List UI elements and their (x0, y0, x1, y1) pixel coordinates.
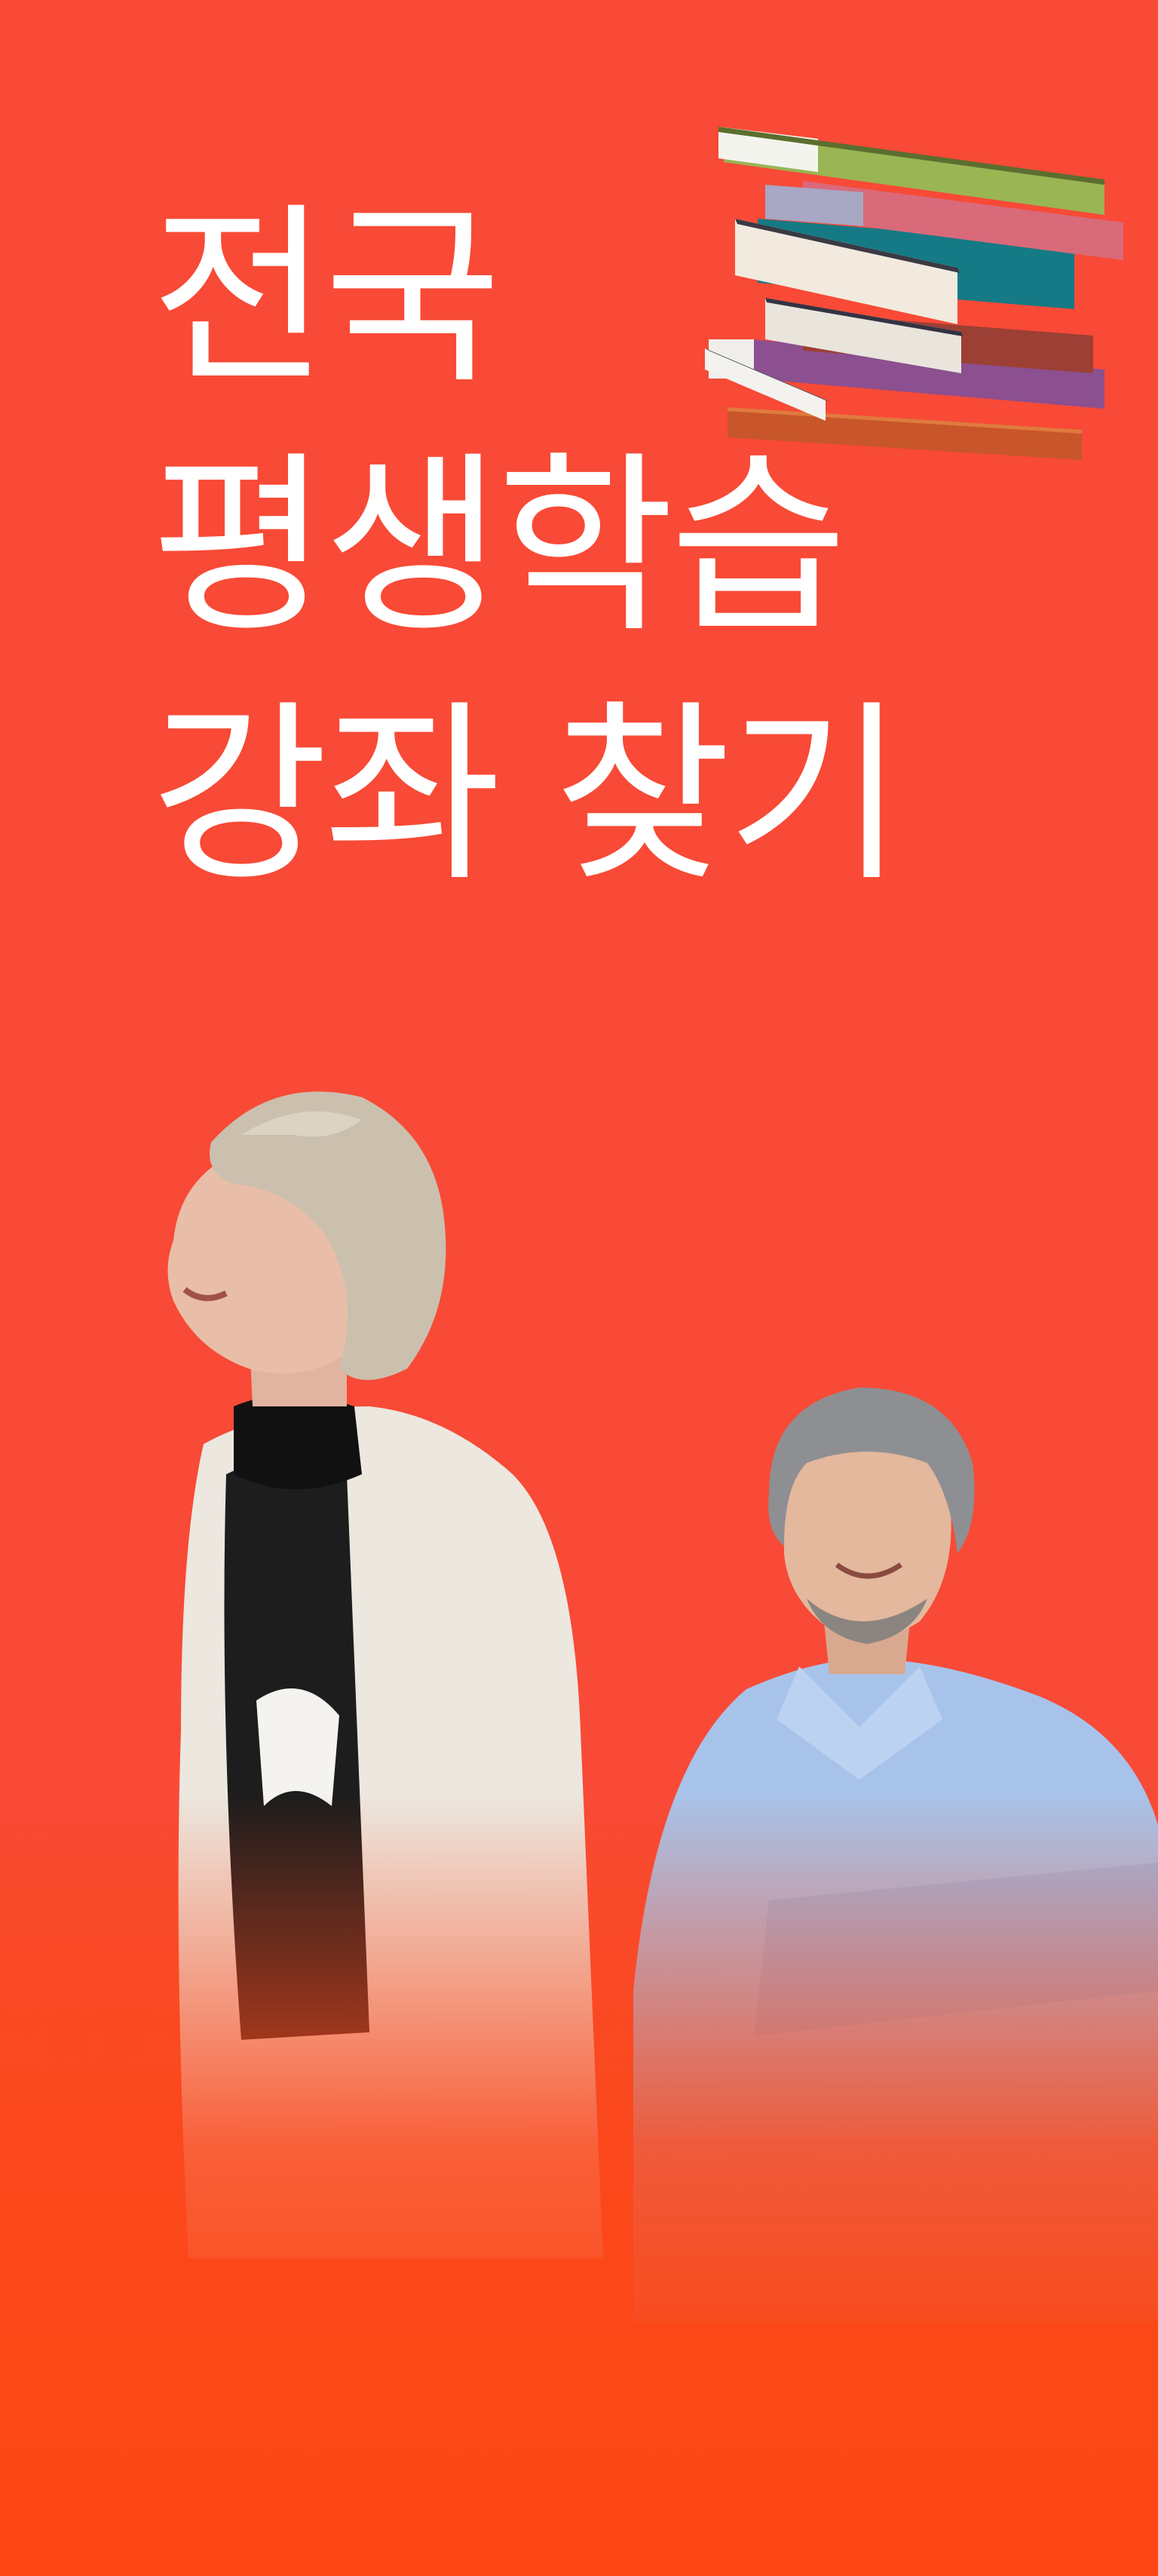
books-illustration (705, 127, 1123, 460)
headline-line-3: 강좌 찾기 (151, 683, 904, 908)
headline-line-1: 전국 (151, 186, 501, 410)
headline: 전국 평생학습 강좌 찾기 (151, 173, 904, 920)
bottom-gradient-overlay (0, 1795, 1158, 2576)
headline-line-2: 평생학습 (151, 434, 847, 659)
